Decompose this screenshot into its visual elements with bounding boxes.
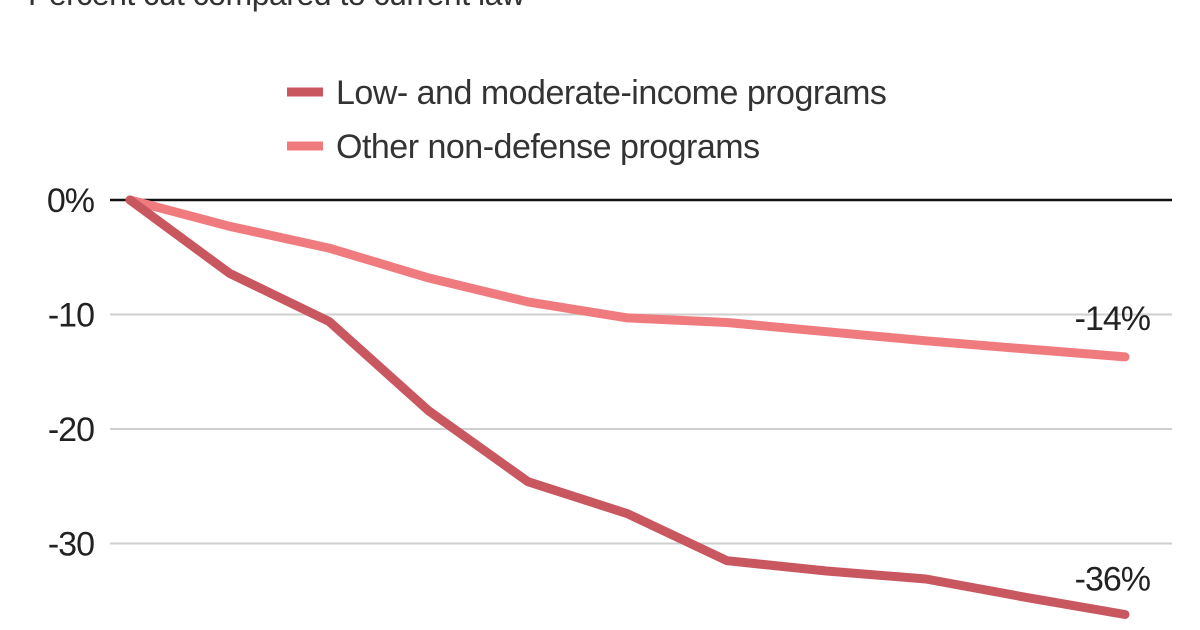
legend-label-low-moderate: Low- and moderate-income programs — [336, 74, 886, 112]
y-tick-label-3: -30 — [48, 526, 94, 564]
end-label-1: -14% — [1075, 300, 1151, 338]
end-labels: -36% -14% — [1075, 300, 1152, 599]
series-lines — [125, 195, 1130, 619]
y-tick-label-2: -20 — [48, 411, 94, 449]
y-axis-tick-labels: 0% -10 -20 -30 — [47, 182, 96, 564]
legend-label-other-non-defense: Other non-defense programs — [336, 128, 760, 166]
legend: Low- and moderate-income programs Other … — [287, 74, 887, 166]
gridlines — [110, 198, 1172, 545]
chart-subtitle: Percent cut compared to current law — [28, 0, 526, 12]
series-line-0 — [125, 195, 1130, 619]
end-label-0: -36% — [1075, 560, 1151, 598]
y-tick-label-0: 0% — [47, 182, 95, 220]
y-tick-label-1: -10 — [48, 297, 94, 335]
series-line-1 — [125, 195, 1130, 362]
